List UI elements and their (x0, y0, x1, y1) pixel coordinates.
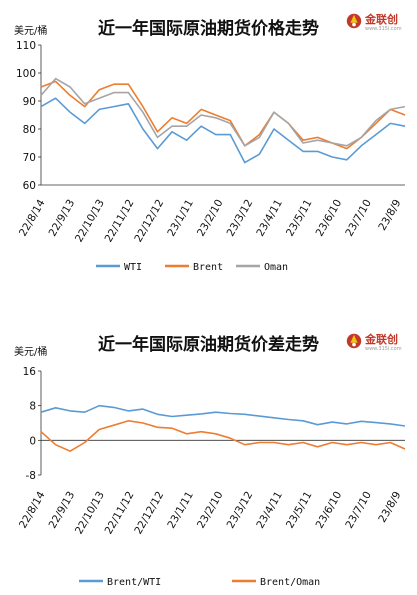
x-tick-label: 23/2/10 (195, 198, 226, 239)
y-tick-label: 90 (23, 96, 36, 108)
x-tick-label: 23/5/11 (284, 198, 315, 239)
legend-label: Oman (264, 262, 288, 273)
x-tick-label: 22/9/13 (47, 490, 78, 531)
x-tick-label: 22/12/12 (132, 198, 166, 245)
brand-logo: 金联创 www.315i.com (345, 10, 409, 36)
y-tick-label: 70 (23, 152, 36, 164)
x-tick-label: 23/8/9 (376, 198, 403, 233)
x-tick-label: 23/3/12 (225, 490, 256, 531)
y-tick-label: 80 (23, 124, 36, 136)
logo-url-text: www.315i.com (365, 26, 402, 32)
legend: WTI Brent Oman (96, 262, 288, 273)
x-tick-label: 23/1/11 (165, 490, 196, 531)
legend-label: WTI (124, 262, 142, 273)
legend-label: Brent/Oman (260, 577, 320, 588)
x-tick-label: 23/3/12 (225, 198, 256, 239)
x-tick-label: 23/6/10 (314, 490, 345, 531)
x-tick-label: 22/12/12 (132, 490, 166, 537)
series-line-wti (40, 97, 406, 164)
x-tick-label: 22/8/14 (17, 197, 48, 238)
logo-url-text: www.315i.com (365, 346, 402, 352)
y-tick-label: -8 (26, 470, 36, 482)
x-tick-label: 22/10/13 (73, 198, 107, 245)
series-line-brent-oman (40, 420, 406, 452)
y-tick-label: 100 (16, 68, 36, 80)
y-tick-label: 8 (29, 401, 36, 413)
brand-logo: 金联创 www.315i.com (345, 330, 409, 356)
chart-title: 近一年国际原油期货价格走势 (98, 19, 319, 39)
price-trend-panel: 近一年国际原油期货价格走势 美元/桶 金联创 www.315i.com 110 1… (0, 0, 417, 290)
y-axis-unit: 美元/桶 (14, 347, 48, 358)
legend-label: Brent (193, 262, 223, 273)
y-tick-label: 110 (16, 40, 36, 52)
x-tick-label: 22/11/12 (103, 490, 137, 537)
y-tick-label: 16 (23, 366, 37, 378)
series-line-oman (40, 77, 406, 147)
logo-mark-icon (346, 13, 362, 29)
logo-brand-text: 金联创 (365, 333, 398, 346)
spread-line-chart: 16 8 0 -8 22/8/14 22/9/1322/10/1322/11/1222/1… (17, 366, 406, 588)
spread-trend-panel: 近一年国际原油期货价差走势 美元/桶 金联创 www.315i.com 16 8 0… (0, 318, 417, 595)
x-tick-label: 23/7/10 (343, 198, 374, 239)
legend-label: Brent/WTI (107, 577, 161, 588)
x-tick-label: 23/5/11 (284, 490, 315, 531)
x-tick-label: 23/1/11 (165, 198, 196, 239)
x-tick-label: 23/6/10 (314, 198, 345, 239)
y-tick-label: 0 (29, 435, 36, 447)
y-axis-unit: 美元/桶 (14, 26, 48, 37)
y-tick-label: 60 (23, 180, 36, 192)
legend: Brent/WTI Brent/Oman (79, 577, 320, 588)
x-tick-label: 23/7/10 (343, 490, 374, 531)
x-tick-label: 23/2/10 (195, 490, 226, 531)
x-tick-label: 22/11/12 (103, 198, 137, 245)
x-tick-label: 22/8/14 (17, 489, 48, 530)
series-line-brent (40, 80, 406, 150)
chart-title: 近一年国际原油期货价差走势 (98, 335, 319, 355)
logo-mark-icon (346, 333, 362, 349)
x-tick-label: 23/8/9 (376, 490, 403, 525)
x-tick-label: 23/4/11 (254, 490, 285, 531)
logo-brand-text: 金联创 (365, 13, 398, 26)
series-line-brent-wti (40, 404, 406, 427)
x-tick-label: 23/4/11 (254, 198, 285, 239)
x-tick-label: 22/10/13 (73, 490, 107, 537)
x-tick-label: 22/9/13 (47, 198, 78, 239)
